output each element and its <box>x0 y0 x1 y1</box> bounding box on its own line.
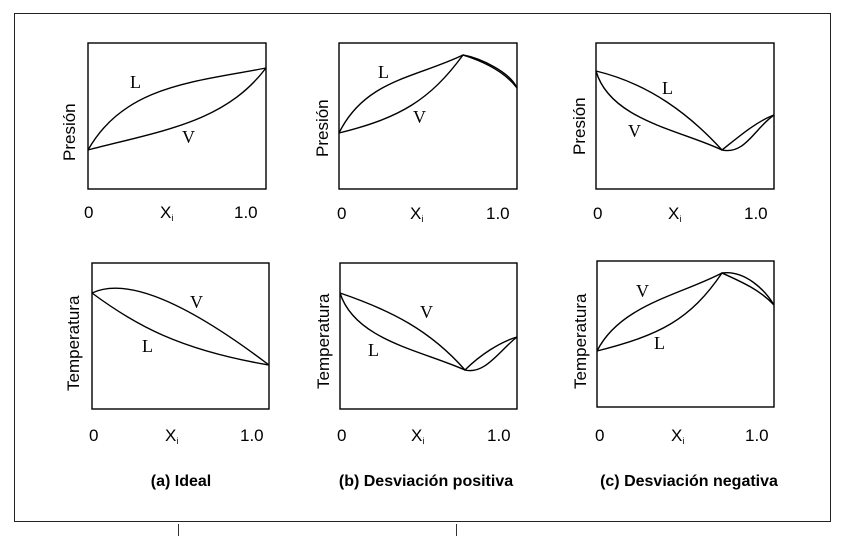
y-axis-label: Temperatura <box>64 295 83 391</box>
x-tick-min: 0 <box>84 203 93 222</box>
y-axis-label: Temperatura <box>571 293 590 389</box>
liquid-curve <box>339 292 518 372</box>
plot-box <box>339 262 518 410</box>
panel-negative-temperature: V L Temperatura 0 Xi 1.0 <box>571 260 775 446</box>
x-axis-label: Xi <box>160 203 173 223</box>
vapor-curve <box>338 54 518 134</box>
x-tick-max: 1.0 <box>240 426 264 445</box>
stray-mark <box>456 524 457 536</box>
curve-label-v: V <box>420 302 433 322</box>
curve-label-l: L <box>654 333 665 353</box>
liquid-curve <box>595 70 775 151</box>
x-axis-label: Xi <box>668 204 681 224</box>
figure-frame <box>14 13 831 522</box>
panel-positive-pressure: L V Presión 0 Xi 1.0 <box>313 42 518 224</box>
panel-ideal-temperature: V L Temperatura 0 Xi 1.0 <box>64 262 270 446</box>
x-tick-max: 1.0 <box>487 426 511 445</box>
liquid-curve <box>338 54 518 134</box>
x-axis-label: Xi <box>410 204 423 224</box>
liquid-curve <box>91 292 270 366</box>
caption-ideal: (a) Ideal <box>151 473 211 490</box>
liquid-curve <box>596 272 775 352</box>
x-tick-min: 0 <box>593 204 602 223</box>
vapor-curve <box>595 70 775 152</box>
vapor-curve <box>87 67 267 151</box>
curve-label-v: V <box>636 281 649 301</box>
x-tick-min: 0 <box>337 426 346 445</box>
curve-label-l: L <box>142 336 153 356</box>
liquid-curve <box>87 67 267 151</box>
plot-box <box>596 260 775 408</box>
vapor-curve <box>91 287 270 366</box>
curve-label-l: L <box>130 72 141 92</box>
plot-box <box>91 262 270 410</box>
vapor-curve <box>339 292 518 372</box>
vapor-curve <box>596 272 775 352</box>
x-axis-label: Xi <box>671 426 684 446</box>
x-tick-max: 1.0 <box>486 204 510 223</box>
y-axis-label: Presión <box>313 99 332 157</box>
curve-label-l: L <box>378 62 389 82</box>
x-axis-label: Xi <box>411 426 424 446</box>
x-tick-min: 0 <box>89 426 98 445</box>
x-tick-max: 1.0 <box>744 204 768 223</box>
curve-label-l: L <box>662 78 673 98</box>
panel-negative-pressure: L V Presión 0 Xi 1.0 <box>570 42 775 224</box>
curve-label-v: V <box>190 292 203 312</box>
caption-negative-deviation: (c) Desviación negativa <box>600 473 778 490</box>
curve-label-v: V <box>413 107 426 127</box>
plot-box <box>595 42 775 190</box>
panel-ideal-pressure: L V Presión 0 Xi 1.0 <box>60 42 267 223</box>
plot-box <box>338 42 518 190</box>
x-axis-label: Xi <box>165 426 178 446</box>
caption-positive-deviation: (b) Desviación positiva <box>339 473 513 490</box>
y-axis-label: Presión <box>570 97 589 155</box>
y-axis-label: Presión <box>60 103 79 161</box>
y-axis-label: Temperatura <box>314 293 333 389</box>
curve-label-v: V <box>628 121 641 141</box>
curve-label-l: L <box>368 340 379 360</box>
x-tick-min: 0 <box>595 426 604 445</box>
stray-mark <box>178 524 179 536</box>
curve-label-v: V <box>182 127 195 147</box>
x-tick-max: 1.0 <box>234 203 258 222</box>
panel-positive-temperature: V L Temperatura 0 Xi 1.0 <box>314 262 518 446</box>
x-tick-min: 0 <box>337 204 346 223</box>
x-tick-max: 1.0 <box>745 426 769 445</box>
plot-box <box>87 42 267 190</box>
